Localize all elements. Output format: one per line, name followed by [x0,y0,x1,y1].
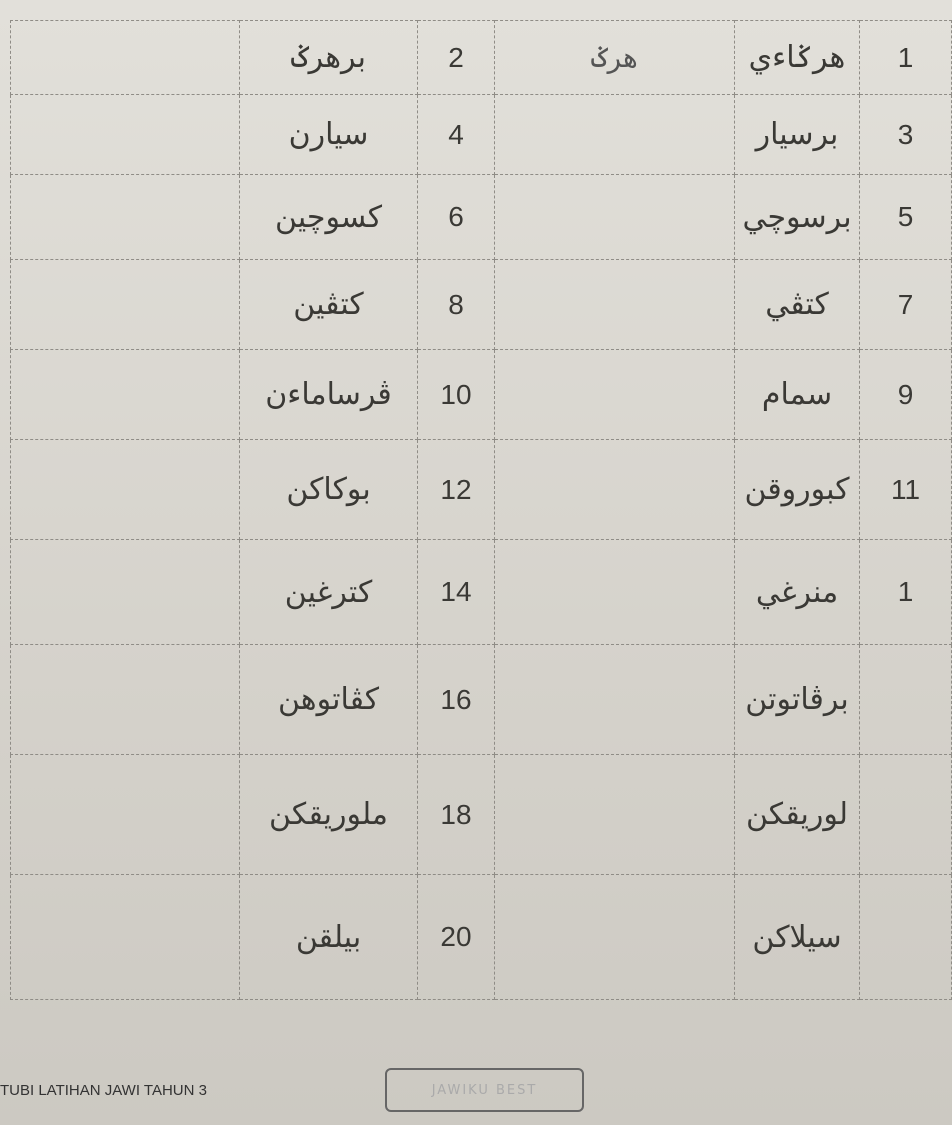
number-cell: 20 [418,875,495,1000]
answer-cell [495,260,735,350]
number-cell: 5 [860,175,952,260]
blank-cell [10,95,240,175]
number-cell: 16 [418,645,495,755]
blank-cell [10,20,240,95]
blank-cell [10,175,240,260]
word-cell: سمام [735,350,860,440]
blank-cell [10,540,240,645]
footer-title: TUBI LATIHAN JAWI TAHUN 3 [0,1082,207,1099]
word-cell: لوريقکن [735,755,860,875]
answer-cell [495,755,735,875]
word-cell: کترغين [240,540,418,645]
word-cell: کبوروقن [735,440,860,540]
answer-cell [495,175,735,260]
word-cell: برسيار [735,95,860,175]
answer-cell [495,440,735,540]
answer-cell [495,645,735,755]
number-cell: 3 [860,95,952,175]
blank-cell [10,645,240,755]
word-cell: برڤاتوتن [735,645,860,755]
word-cell: کتڤي [735,260,860,350]
blank-cell [10,440,240,540]
word-cell: برسوچي [735,175,860,260]
word-cell: کسوچين [240,175,418,260]
number-cell: 2 [418,20,495,95]
number-cell: 6 [418,175,495,260]
blank-cell [10,350,240,440]
word-cell: سيلاکن [735,875,860,1000]
answer-cell [495,350,735,440]
blank-cell [10,755,240,875]
number-cell [860,645,952,755]
word-cell: هرݢاءي [735,20,860,95]
number-cell: 12 [418,440,495,540]
number-cell [860,755,952,875]
number-cell: 18 [418,755,495,875]
word-cell: برهرݢ [240,20,418,95]
footer-badge: JAWIKU BEST [385,1068,584,1112]
number-cell: 4 [418,95,495,175]
word-cell: بوکاکن [240,440,418,540]
number-cell: 1 [860,540,952,645]
number-cell: 8 [418,260,495,350]
answer-cell [495,540,735,645]
answer-cell [495,875,735,1000]
word-cell: ملوريقکن [240,755,418,875]
number-cell: 10 [418,350,495,440]
word-cell: کڤاتوهن [240,645,418,755]
number-cell: 11 [860,440,952,540]
answer-cell [495,95,735,175]
number-cell: 9 [860,350,952,440]
word-cell: کتڤين [240,260,418,350]
word-cell: بيلقن [240,875,418,1000]
word-cell: سيارن [240,95,418,175]
number-cell: 7 [860,260,952,350]
answer-cell: هرݢ [495,20,735,95]
word-cell: منرغي [735,540,860,645]
number-cell: 1 [860,20,952,95]
blank-cell [10,260,240,350]
blank-cell [10,875,240,1000]
number-cell [860,875,952,1000]
word-cell: ڤرساماءن [240,350,418,440]
number-cell: 14 [418,540,495,645]
